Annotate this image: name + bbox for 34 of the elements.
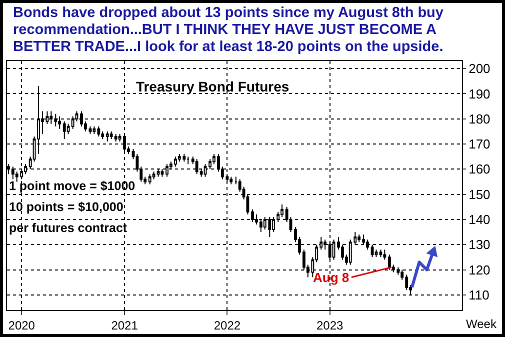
y-tick-label: 140 <box>468 212 490 227</box>
candlestick <box>118 133 122 142</box>
chart-subtitle: Bonds have dropped about 13 points since my August 8th buy recommendation...BUT I THINK THEY HAVE JUST BECOME A BETTER TRADE...I look for at least 18-20 points on the upside. <box>12 4 444 57</box>
candlestick <box>114 133 118 142</box>
annotation: Aug 8 <box>313 270 350 285</box>
candlestick <box>88 126 92 134</box>
y-tick-label: 190 <box>468 86 490 102</box>
candlestick <box>383 249 386 260</box>
y-tick-label: 110 <box>468 287 490 302</box>
y-tick-label: 170 <box>468 136 490 152</box>
candlestick <box>106 130 109 142</box>
x-tick-label: 2021 <box>111 318 138 332</box>
y-tick-label: 130 <box>468 237 490 252</box>
candlestick <box>62 120 66 140</box>
x-tick-label: 2023 <box>316 318 344 332</box>
annotation: 1 point move = $1000 <box>9 179 136 193</box>
y-tick-label: 180 <box>468 111 490 126</box>
candlestick <box>148 174 152 185</box>
candlestick <box>186 156 190 165</box>
y-tick-label: 160 <box>468 162 490 177</box>
x-axis-title: Week <box>466 317 498 331</box>
y-tick-label: 150 <box>468 186 490 202</box>
x-tick-label: 2020 <box>8 318 36 332</box>
candlestick <box>92 126 96 134</box>
text: Treasury Bond Futures <box>136 78 290 95</box>
candlestick <box>230 176 233 185</box>
candlestick <box>379 249 382 258</box>
x-tick-label: 2022 <box>214 318 241 332</box>
candlestick <box>101 130 104 140</box>
annotation: per futures contract <box>9 221 128 235</box>
candlestick <box>174 156 177 168</box>
y-tick-label: 120 <box>468 262 490 278</box>
y-tick-label: 200 <box>468 61 490 76</box>
candlestick <box>358 234 361 243</box>
